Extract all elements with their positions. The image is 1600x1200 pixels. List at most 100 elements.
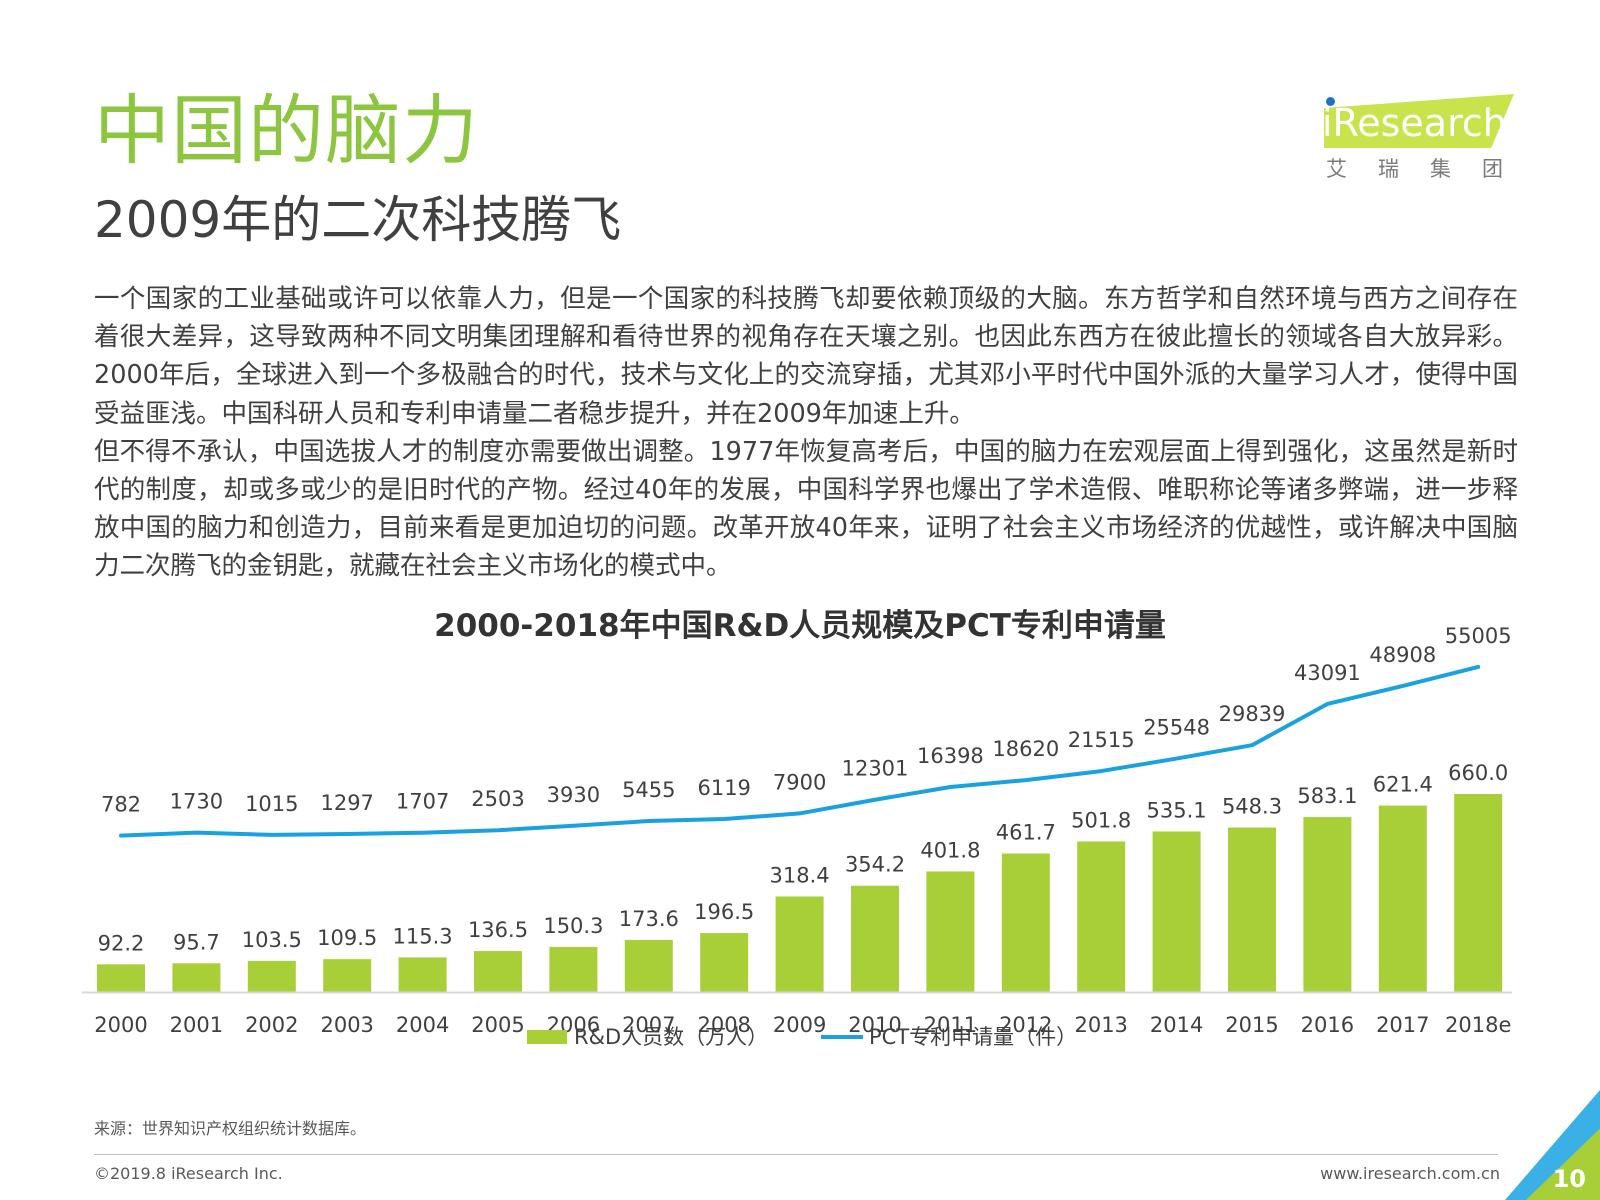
bar-label-2004: 115.3 — [393, 924, 453, 948]
bar-label-2013: 501.8 — [1071, 808, 1131, 832]
bar-2006 — [549, 946, 598, 992]
bar-2014 — [1152, 831, 1201, 992]
bar-label-2016: 583.1 — [1297, 784, 1357, 808]
source-note: 来源：世界知识产权组织统计数据库。 — [94, 1119, 367, 1138]
bar-2018e — [1454, 794, 1503, 992]
bar-label-2001: 95.7 — [173, 930, 220, 954]
line-label-2015: 29839 — [1219, 702, 1286, 726]
bar-2004 — [398, 957, 447, 992]
bar-label-2010: 354.2 — [845, 853, 905, 877]
legend-label-pct: PCT专利申请量（件） — [869, 1025, 1077, 1049]
line-label-2009: 7900 — [773, 770, 826, 794]
line-label-2018e: 55005 — [1445, 624, 1512, 648]
page-subtitle: 2009年的二次科技腾飞 — [94, 191, 622, 249]
bar-label-2002: 103.5 — [242, 928, 302, 952]
line-label-2010: 12301 — [842, 757, 909, 781]
legend-label-rd: R&D人员数（万人） — [574, 1025, 768, 1049]
body-text: 一个国家的工业基础或许可以依靠人力，但是一个国家的科技腾飞却要依赖顶级的大脑。东… — [94, 280, 1518, 586]
x-tick-2018e: 2018e — [1445, 1013, 1511, 1037]
legend: R&D人员数（万人） PCT专利申请量（件） — [527, 1025, 1077, 1049]
x-tick-2003: 2003 — [320, 1013, 373, 1037]
logo-brand-text: iResearch — [1322, 101, 1507, 145]
x-tick-2011: 2011 — [924, 1013, 977, 1037]
line-label-2013: 21515 — [1068, 728, 1135, 752]
line-label-2001: 1730 — [170, 790, 223, 814]
body-paragraph-2: 但不得不承认，中国选拔人才的制度亦需要做出调整。1977年恢复高考后，中国的脑力… — [94, 436, 1518, 582]
body-paragraph-1: 一个国家的工业基础或许可以依靠人力，但是一个国家的科技腾飞却要依赖顶级的大脑。东… — [94, 284, 1518, 429]
legend-swatch-rd — [527, 1030, 567, 1044]
x-tick-2007: 2007 — [622, 1013, 675, 1037]
bar-2002 — [247, 960, 296, 992]
page-title: 中国的脑力 — [94, 86, 479, 175]
x-tick-2000: 2000 — [94, 1013, 147, 1037]
bar-label-2003: 109.5 — [317, 926, 377, 950]
line-label-2002: 1015 — [245, 792, 298, 816]
x-tick-2008: 2008 — [697, 1013, 750, 1037]
bar-2008 — [700, 933, 749, 992]
bar-2012 — [1001, 853, 1050, 992]
page-number: 10 — [1552, 1165, 1586, 1193]
footer-website: www.iresearch.com.cn — [1320, 1164, 1500, 1183]
line-label-2011: 16398 — [917, 744, 984, 768]
bar-label-2006: 150.3 — [543, 914, 603, 938]
bar-2007 — [624, 939, 673, 992]
bar-label-2017: 621.4 — [1373, 773, 1433, 797]
line-label-2003: 1297 — [320, 791, 373, 815]
data-labels-group: 92.2 782 95.7 1730 103.5 1015 109.5 1297 115.3 17… — [98, 624, 1512, 955]
bar-2016 — [1303, 817, 1352, 992]
bar-label-2008: 196.5 — [694, 900, 754, 924]
x-tick-2002: 2002 — [245, 1013, 298, 1037]
bar-label-2018e: 660.0 — [1448, 761, 1508, 785]
bar-label-2000: 92.2 — [98, 931, 145, 955]
x-axis-group: 2000 2001 2002 2003 2004 2005 2006 2007 2008 2009… — [82, 991, 1512, 1037]
chart-title: 2000-2018年中国R&D人员规模及PCT专利申请量 — [434, 608, 1166, 644]
line-label-2004: 1707 — [396, 790, 449, 814]
x-tick-2001: 2001 — [170, 1013, 223, 1037]
bar-label-2011: 401.8 — [920, 838, 980, 862]
bar-2017 — [1378, 805, 1427, 992]
bar-2010 — [851, 885, 899, 992]
footer-copyright: ©2019.8 iResearch Inc. — [94, 1164, 283, 1183]
x-tick-2016: 2016 — [1301, 1013, 1354, 1037]
logo-sub-text: 艾瑞集团 — [1326, 157, 1534, 181]
line-label-2017: 48908 — [1369, 643, 1436, 667]
x-tick-2009: 2009 — [773, 1013, 826, 1037]
bar-series-group — [97, 794, 1503, 992]
x-tick-2013: 2013 — [1074, 1013, 1127, 1037]
bar-label-2014: 535.1 — [1147, 798, 1207, 822]
bar-2009 — [775, 896, 824, 992]
line-label-2014: 25548 — [1143, 716, 1210, 740]
bar-label-2012: 461.7 — [996, 820, 1056, 844]
x-tick-2017: 2017 — [1376, 1013, 1429, 1037]
x-tick-2005: 2005 — [471, 1013, 524, 1037]
corner-decoration: 10 — [1505, 1090, 1600, 1200]
bar-2011 — [926, 871, 975, 992]
bar-label-2015: 548.3 — [1222, 795, 1282, 819]
bar-2000 — [97, 964, 145, 992]
footer-divider — [94, 1154, 1498, 1155]
bar-2015 — [1228, 827, 1276, 992]
line-series-group — [119, 664, 1481, 838]
bar-label-2005: 136.5 — [468, 918, 528, 942]
bar-2005 — [474, 951, 522, 992]
x-tick-2012: 2012 — [999, 1013, 1052, 1037]
x-tick-2014: 2014 — [1150, 1013, 1203, 1037]
line-label-2005: 2503 — [471, 787, 524, 811]
iresearch-logo: iResearch 艾瑞集团 — [1318, 84, 1518, 184]
x-tick-2015: 2015 — [1225, 1013, 1278, 1037]
bar-label-2007: 173.6 — [619, 907, 679, 931]
bar-label-2009: 318.4 — [770, 863, 830, 887]
bar-2003 — [323, 959, 372, 992]
bar-2013 — [1077, 841, 1126, 992]
line-label-2006: 3930 — [547, 783, 600, 807]
combo-chart: 92.2 782 95.7 1730 103.5 1015 109.5 1297 115.3 17… — [82, 624, 1512, 1049]
line-label-2000: 782 — [101, 793, 141, 817]
bar-2001 — [172, 963, 221, 992]
line-label-2012: 18620 — [992, 737, 1059, 761]
x-tick-2010: 2010 — [848, 1013, 901, 1037]
pct-line — [119, 664, 1481, 838]
line-label-2007: 5455 — [622, 778, 675, 802]
x-tick-2004: 2004 — [396, 1013, 449, 1037]
line-label-2016: 43091 — [1294, 661, 1361, 685]
logo-dot-icon — [1326, 97, 1335, 106]
